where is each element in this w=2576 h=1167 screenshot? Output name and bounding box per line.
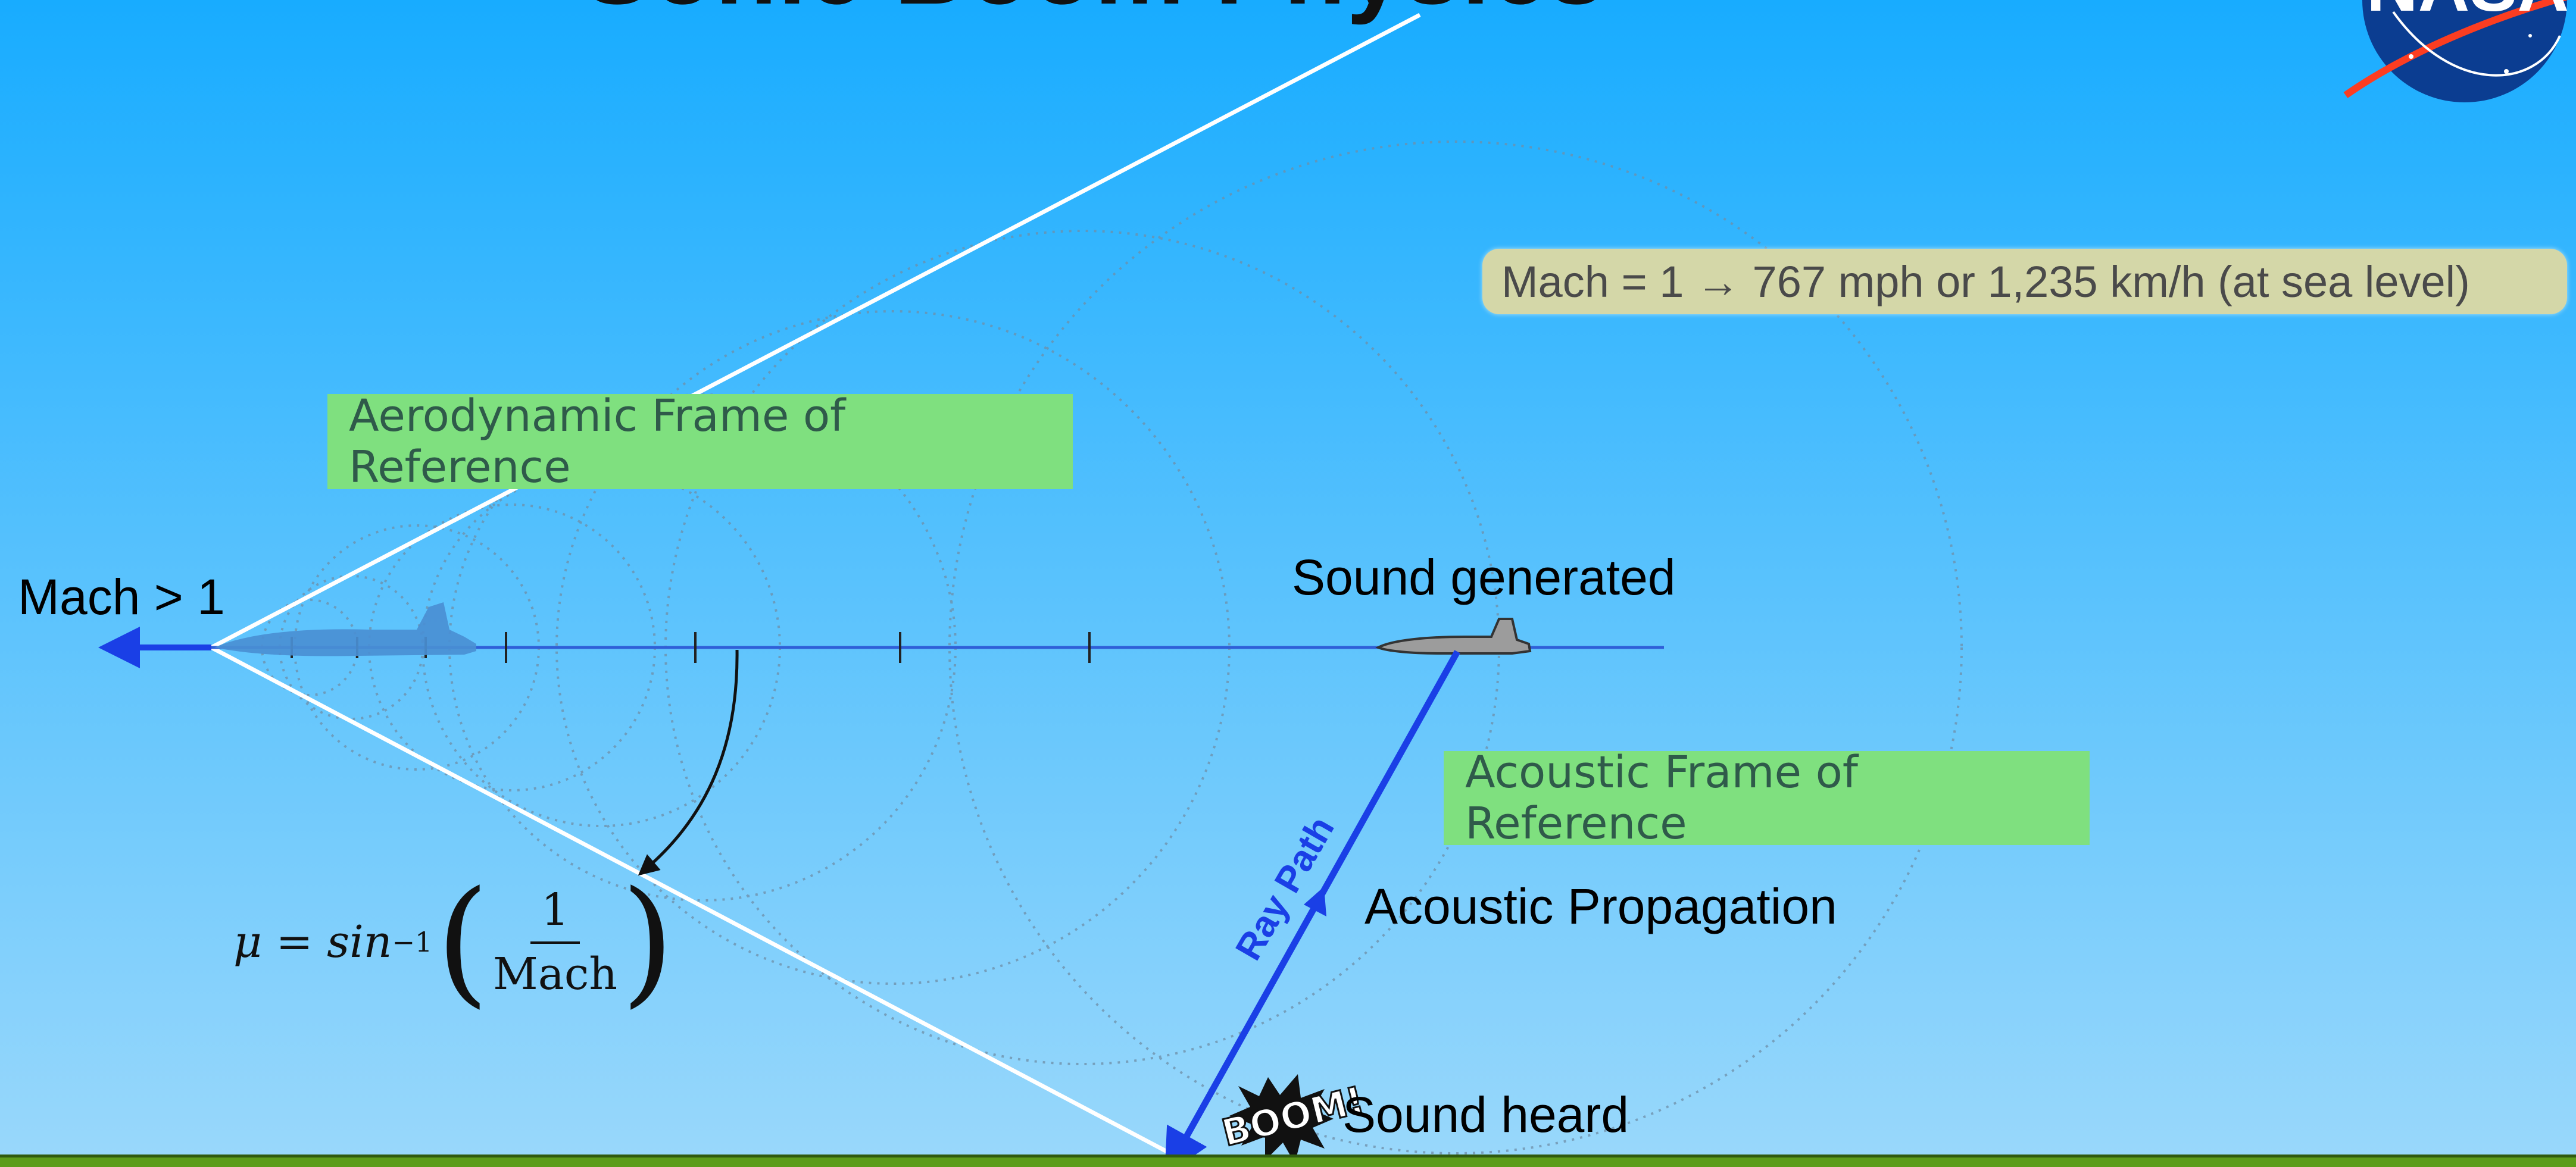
plane-icon	[1375, 618, 1532, 655]
formula-numerator: 1	[530, 884, 580, 944]
mach-greater-than-one-label: Mach > 1	[18, 569, 225, 625]
nasa-logo-disc	[2362, 0, 2567, 102]
sound-heard-label: Sound heard	[1342, 1087, 1629, 1143]
mach-cone-lower	[210, 645, 1168, 1154]
sound-generated-label: Sound generated	[1292, 549, 1676, 605]
nasa-logo-orbit	[2392, 11, 2561, 77]
nasa-logo-swoosh	[2343, 0, 2568, 98]
nasa-logo-icon: NASA	[2343, 0, 2569, 102]
angle-arc-arrow	[638, 649, 739, 876]
formula-close-paren: )	[621, 862, 675, 1021]
formula-fraction: 1 Mach	[493, 884, 617, 1000]
mach-cone	[210, 12, 1421, 1154]
nasa-logo-star	[2504, 69, 2509, 74]
mach-cone-upper	[210, 12, 1421, 650]
mach-angle-formula: μ = sin −1 ( 1 Mach )	[233, 874, 678, 1010]
ray-path-mid-arrowhead	[1304, 887, 1326, 916]
formula-exponent: −1	[392, 926, 433, 958]
acoustic-frame-label: Acoustic Frame of Reference	[1444, 747, 2090, 849]
formula-lhs: μ = sin	[233, 916, 392, 968]
nasa-logo-text: NASA	[2366, 0, 2569, 26]
formula-denominator: Mach	[493, 949, 617, 1000]
ground	[0, 1155, 2576, 1167]
acoustic-propagation-label: Acoustic Propagation	[1365, 878, 1837, 934]
nasa-logo-star	[2528, 34, 2532, 37]
page-title: Sonic Boom Physics	[583, 0, 1606, 27]
aerodynamic-frame-label: Aerodynamic Frame of Reference	[327, 390, 1073, 493]
fighter-jet-icon	[214, 602, 476, 656]
boom-burst-icon: BOOM!	[1217, 1074, 1369, 1163]
nasa-logo-star	[2409, 54, 2413, 59]
mach-speed-note: Mach = 1 → 767 mph or 1,235 km/h (at sea…	[1482, 249, 2567, 314]
wavefront-circle	[948, 140, 1963, 1155]
formula-open-paren: (	[436, 862, 489, 1021]
